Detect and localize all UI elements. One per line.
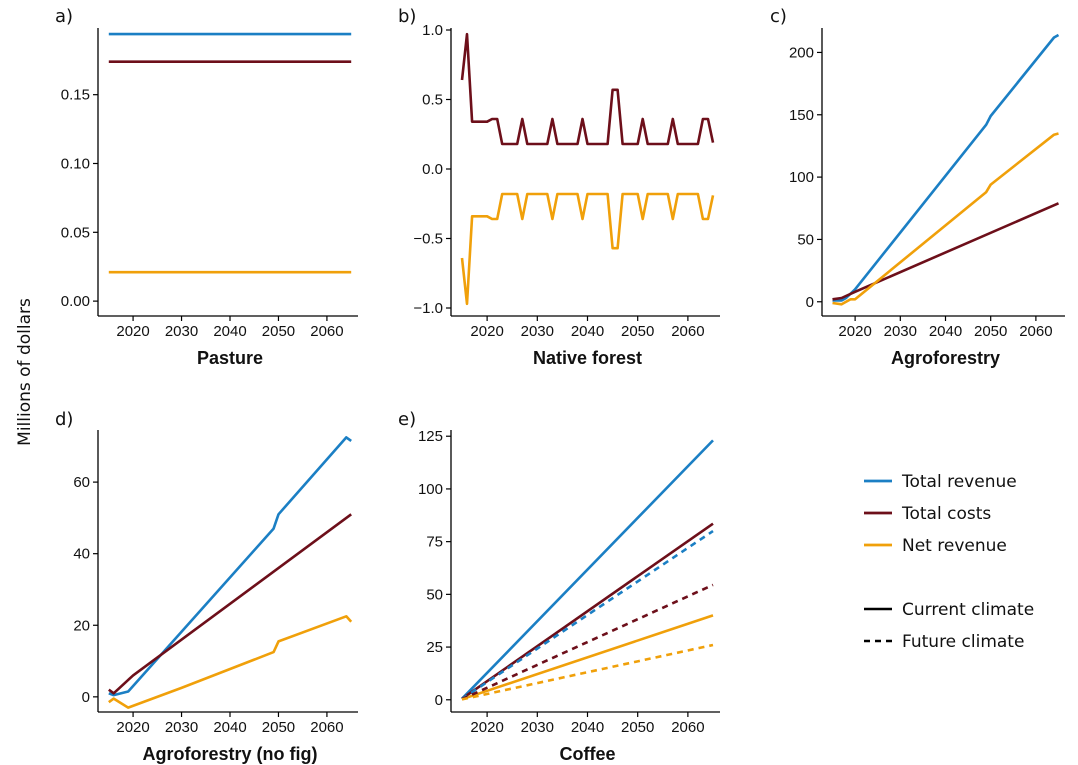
x-axis-title: Agroforestry bbox=[891, 348, 1000, 368]
panel-c: c) 0 50 100 150 200 2020 2030 2040 2050 2060 Agrofo… bbox=[770, 6, 1065, 368]
series-line-net-revenue-solid bbox=[108, 615, 353, 709]
x-tick-label: 2060 bbox=[1019, 323, 1052, 340]
x-tick-label: 2040 bbox=[929, 323, 962, 340]
x-tick-label: 2020 bbox=[838, 323, 871, 340]
panel-tag: b) bbox=[398, 6, 416, 27]
panel-a: a) 0.00 0.05 0.10 0.15 2020 2030 2040 2050 2060 Pa… bbox=[55, 6, 358, 368]
x-tick-label: 2020 bbox=[470, 719, 503, 736]
series-line-total-costs-solid bbox=[832, 202, 1060, 301]
x-tick-label: 2030 bbox=[165, 719, 198, 736]
panel-tag: c) bbox=[770, 6, 787, 27]
y-tick-label: 0.0 bbox=[422, 161, 443, 178]
panel-tag: d) bbox=[55, 409, 73, 430]
legend-label: Current climate bbox=[902, 600, 1034, 620]
legend-label: Total costs bbox=[901, 504, 991, 524]
x-tick-label: 2040 bbox=[571, 719, 604, 736]
x-tick-label: 2050 bbox=[262, 323, 295, 340]
x-tick-label: 2050 bbox=[974, 323, 1007, 340]
y-tick-label: 0.5 bbox=[422, 92, 443, 109]
legend: Total revenue Total costs Net revenue Curre… bbox=[864, 472, 1034, 652]
y-tick-label: 1.0 bbox=[422, 22, 443, 39]
series-line-net-revenue-solid bbox=[461, 614, 714, 701]
legend-item-current: Current climate bbox=[864, 600, 1034, 620]
y-tick-label: 0 bbox=[806, 294, 814, 311]
series-line-total-revenue-solid bbox=[832, 33, 1060, 302]
y-tick-label: 0.10 bbox=[61, 155, 90, 172]
legend-item-future: Future climate bbox=[864, 632, 1024, 652]
x-tick-label: 2030 bbox=[165, 323, 198, 340]
x-axis-title: Pasture bbox=[197, 348, 263, 368]
y-axis-label: Millions of dollars bbox=[15, 298, 35, 446]
series-line-total-costs-dashed bbox=[461, 583, 714, 701]
y-tick-label: −1.0 bbox=[413, 300, 443, 317]
legend-label: Total revenue bbox=[901, 472, 1017, 492]
legend-label: Net revenue bbox=[902, 536, 1007, 556]
x-tick-label: 2060 bbox=[310, 323, 343, 340]
x-tick-label: 2020 bbox=[116, 323, 149, 340]
x-tick-label: 2020 bbox=[116, 719, 149, 736]
x-tick-label: 2060 bbox=[671, 719, 704, 736]
x-tick-label: 2060 bbox=[671, 323, 704, 340]
x-tick-label: 2040 bbox=[213, 323, 246, 340]
series-line-net-revenue-solid bbox=[832, 132, 1059, 306]
y-tick-label: 125 bbox=[418, 428, 443, 445]
x-tick-label: 2050 bbox=[621, 719, 654, 736]
x-tick-label: 2020 bbox=[470, 323, 503, 340]
x-tick-label: 2040 bbox=[571, 323, 604, 340]
x-axis-title: Coffee bbox=[559, 744, 615, 764]
y-tick-label: 25 bbox=[426, 639, 443, 656]
y-tick-label: 0.05 bbox=[61, 224, 90, 241]
legend-item-total-revenue: Total revenue bbox=[864, 472, 1017, 492]
y-tick-label: 20 bbox=[73, 617, 90, 634]
x-tick-label: 2060 bbox=[310, 719, 343, 736]
y-tick-label: 75 bbox=[426, 534, 443, 551]
y-tick-label: 0 bbox=[435, 692, 443, 709]
x-tick-label: 2030 bbox=[521, 719, 554, 736]
x-tick-label: 2050 bbox=[262, 719, 295, 736]
series-line-total-revenue-solid bbox=[108, 436, 352, 697]
series-line-net-revenue-dashed bbox=[461, 643, 714, 701]
y-tick-label: 50 bbox=[426, 586, 443, 603]
x-tick-label: 2050 bbox=[621, 323, 654, 340]
series-line-total-costs-solid bbox=[460, 32, 715, 146]
series-line-total-costs-solid bbox=[461, 522, 714, 700]
y-tick-label: 0 bbox=[82, 689, 90, 706]
legend-label: Future climate bbox=[902, 632, 1024, 652]
panel-b: b) −1.0 −0.5 0.0 0.5 1.0 2020 2030 2040 2050 2060 N… bbox=[398, 6, 720, 368]
series-line-total-revenue-dashed bbox=[461, 530, 714, 700]
panel-e: e) 0 25 50 75 100 125 2020 2030 2040 2050 2060 Coffe… bbox=[398, 409, 720, 764]
y-tick-label: 0.15 bbox=[61, 87, 90, 104]
legend-item-net-revenue: Net revenue bbox=[864, 536, 1007, 556]
y-tick-label: 100 bbox=[789, 169, 814, 186]
x-tick-label: 2030 bbox=[521, 323, 554, 340]
x-tick-label: 2030 bbox=[884, 323, 917, 340]
y-tick-label: 100 bbox=[418, 481, 443, 498]
y-tick-label: 60 bbox=[73, 474, 90, 491]
x-axis-title: Agroforestry (no fig) bbox=[143, 744, 318, 764]
x-axis-title: Native forest bbox=[533, 348, 642, 368]
y-tick-label: 0.00 bbox=[61, 293, 90, 310]
series-line-net-revenue-solid bbox=[460, 192, 715, 306]
series-line-total-costs-solid bbox=[108, 513, 352, 695]
y-tick-label: 200 bbox=[789, 44, 814, 61]
y-tick-label: 150 bbox=[789, 107, 814, 124]
panel-tag: a) bbox=[55, 6, 73, 27]
x-tick-label: 2040 bbox=[213, 719, 246, 736]
y-tick-label: 40 bbox=[73, 546, 90, 563]
panel-tag: e) bbox=[398, 409, 416, 430]
series-line-total-revenue-solid bbox=[461, 439, 714, 700]
y-tick-label: −0.5 bbox=[413, 231, 443, 248]
legend-item-total-costs: Total costs bbox=[864, 504, 991, 524]
y-tick-label: 50 bbox=[797, 231, 814, 248]
